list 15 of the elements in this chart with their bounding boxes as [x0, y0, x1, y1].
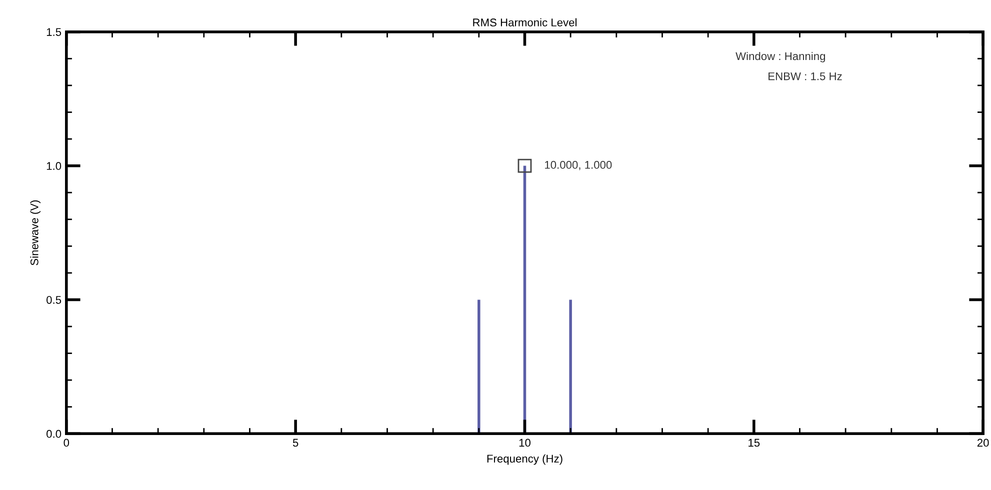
annotation: ENBW : 1.5 Hz — [768, 72, 842, 80]
x-axis-title: Frequency (Hz) — [487, 454, 562, 465]
y-tick-label: 0.5 — [46, 296, 62, 304]
chart-title: RMS Harmonic Level — [473, 18, 576, 26]
annotation: 10.000, 1.000 — [545, 160, 612, 170]
x-tick-label: 10 — [519, 438, 530, 447]
x-tick-label: 5 — [292, 438, 298, 447]
y-tick-label: 1.5 — [46, 28, 62, 36]
x-tick-label: 15 — [748, 438, 760, 447]
y-tick-label: 1.0 — [46, 162, 62, 170]
x-tick-label: 20 — [977, 438, 989, 447]
x-tick-label: 0 — [64, 438, 70, 447]
y-axis-title: Sinewave (V) — [30, 200, 41, 266]
annotation: Window : Hanning — [736, 52, 826, 62]
y-tick-label: 0.0 — [46, 430, 62, 438]
